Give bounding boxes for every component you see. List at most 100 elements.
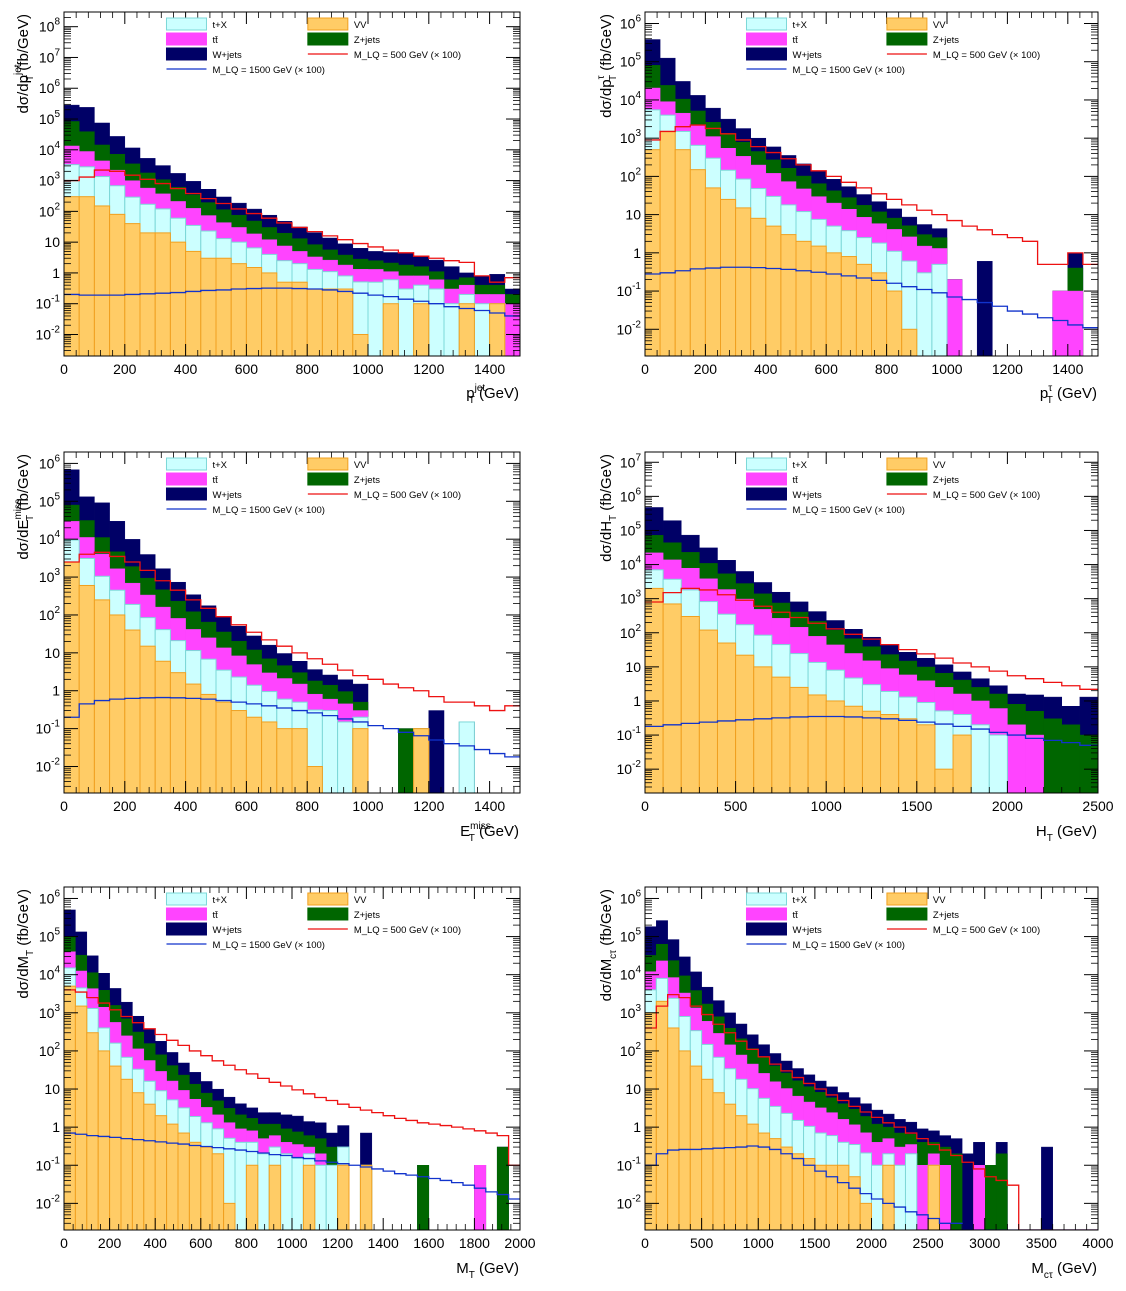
legend-label-VV: VV bbox=[933, 460, 946, 471]
bar-VV bbox=[645, 1012, 657, 1230]
legend-label-LQ1500: M_LQ = 1500 GeV (× 100) bbox=[212, 940, 324, 951]
x-tick-label: 1000 bbox=[276, 1235, 307, 1251]
legend-swatch-tt bbox=[745, 472, 787, 486]
bar-VV bbox=[880, 714, 900, 793]
bar-tX bbox=[473, 303, 491, 356]
bar-tX bbox=[931, 263, 948, 356]
bar-Zjets bbox=[1079, 734, 1098, 793]
y-axis-label: dσ/dHT (fb/GeV) bbox=[598, 454, 619, 562]
y-tick-label: 10-2 bbox=[617, 319, 642, 337]
y-axis-label: dσ/dMcτ (fb/GeV) bbox=[598, 889, 619, 1001]
y-tick-label: 102 bbox=[620, 623, 642, 641]
bar-Wjets bbox=[961, 1153, 974, 1230]
x-tick-label: 600 bbox=[235, 361, 259, 377]
x-tick-label: 800 bbox=[296, 798, 320, 814]
x-tick-label: 3000 bbox=[969, 1235, 1000, 1251]
plot-area bbox=[645, 507, 1098, 793]
x-tick-label: 0 bbox=[60, 361, 68, 377]
bar-VV bbox=[302, 1164, 316, 1230]
y-tick-label: 102 bbox=[39, 605, 61, 623]
y-tick-label: 104 bbox=[620, 90, 642, 108]
legend: t+X VV tt̄ Z+jets W+jets M_LQ = 500 GeV (× 10… bbox=[745, 457, 1040, 516]
x-tick-label: 1000 bbox=[352, 798, 383, 814]
y-tick-label: 103 bbox=[39, 1003, 61, 1021]
legend-swatch-Wjets bbox=[745, 922, 787, 936]
bar-VV bbox=[825, 252, 842, 356]
legend-swatch-VV bbox=[307, 457, 349, 471]
bar-tX bbox=[871, 1164, 884, 1230]
bar-VV bbox=[814, 1164, 827, 1230]
bar-VV bbox=[169, 241, 187, 356]
axes-frame bbox=[644, 11, 1099, 357]
legend-swatch-Wjets bbox=[165, 922, 207, 936]
y-tick-label: 106 bbox=[620, 14, 642, 32]
bar-tX bbox=[280, 1153, 293, 1230]
bar-VV bbox=[245, 1164, 259, 1230]
y-tick-label: 104 bbox=[620, 965, 642, 983]
x-tick-label: 1200 bbox=[322, 1235, 353, 1251]
x-tick-label: 1500 bbox=[799, 1235, 830, 1251]
bar-VV bbox=[825, 700, 845, 793]
bar-tX bbox=[988, 734, 1008, 793]
axes-frame bbox=[63, 11, 521, 357]
y-tick-label: 105 bbox=[620, 520, 642, 538]
bar-tt bbox=[1052, 290, 1069, 356]
x-tick-label: 1500 bbox=[901, 798, 932, 814]
bar-VV bbox=[200, 693, 217, 793]
y-tick-label: 106 bbox=[620, 486, 642, 504]
legend-label-LQ1500: M_LQ = 1500 GeV (× 100) bbox=[792, 940, 904, 951]
legend-swatch-Wjets bbox=[745, 47, 787, 61]
bar-VV bbox=[712, 1092, 725, 1230]
bar-VV bbox=[306, 766, 323, 793]
x-tick-label: 1200 bbox=[413, 798, 444, 814]
legend-label-LQ1500: M_LQ = 1500 GeV (× 100) bbox=[212, 505, 324, 516]
y-tick-label: 10-2 bbox=[36, 1193, 61, 1211]
legend-label-Zjets: Z+jets bbox=[933, 35, 959, 46]
x-tick-label: 4000 bbox=[1082, 1235, 1113, 1251]
bar-VV bbox=[771, 676, 791, 793]
legend-swatch-tt bbox=[745, 32, 787, 46]
series-VV bbox=[64, 561, 430, 793]
plot-area bbox=[64, 469, 520, 793]
plot-area bbox=[645, 920, 1098, 1230]
bar-VV bbox=[753, 666, 773, 793]
x-tick-label: 1200 bbox=[992, 361, 1023, 377]
y-tick-label: 10 bbox=[625, 659, 641, 675]
y-tick-label: 105 bbox=[39, 109, 61, 127]
bar-VV bbox=[131, 1092, 145, 1230]
series-VV bbox=[645, 130, 918, 356]
line-LQ500 bbox=[64, 989, 520, 1166]
y-tick-label: 10-1 bbox=[36, 719, 61, 737]
bar-tt bbox=[474, 1165, 487, 1230]
y-tick-label: 102 bbox=[620, 166, 642, 184]
panel-pttau: 10-2 10-1 1 10 102 103 104 105 106 0 200 400 600 800 1… bbox=[596, 11, 1099, 406]
y-tick-label: 1 bbox=[633, 693, 641, 709]
bar-VV bbox=[177, 1132, 190, 1230]
bar-VV bbox=[185, 683, 202, 793]
bar-VV bbox=[166, 1123, 179, 1230]
legend-label-LQ500: M_LQ = 500 GeV (× 100) bbox=[354, 925, 461, 936]
x-tick-label: 0 bbox=[641, 798, 649, 814]
legend-label-tX: t+X bbox=[212, 20, 227, 31]
bar-Zjets bbox=[417, 1165, 430, 1230]
bar-VV bbox=[109, 614, 126, 793]
y-tick-label: 10 bbox=[625, 1081, 641, 1097]
bar-VV bbox=[934, 768, 954, 793]
y-tick-label: 106 bbox=[39, 78, 61, 96]
bar-VV bbox=[689, 1065, 703, 1230]
bar-VV bbox=[154, 660, 171, 793]
bar-tX bbox=[337, 721, 354, 793]
bar-VV bbox=[337, 1164, 350, 1230]
bar-Zjets bbox=[496, 1146, 509, 1230]
y-tick-label: 102 bbox=[620, 1041, 642, 1059]
panel-mctau: 10-2 10-1 1 10 102 103 104 105 106 0 500 1000 1500 20… bbox=[598, 886, 1114, 1281]
bar-VV bbox=[916, 724, 936, 793]
line-LQ500 bbox=[645, 124, 1098, 265]
y-tick-label: 10-2 bbox=[36, 757, 61, 775]
legend-label-Zjets: Z+jets bbox=[354, 910, 380, 921]
y-tick-label: 107 bbox=[39, 47, 61, 65]
legend-label-Wjets: W+jets bbox=[792, 50, 822, 61]
bar-VV bbox=[678, 1050, 691, 1230]
line-LQ1500 bbox=[645, 715, 1098, 746]
